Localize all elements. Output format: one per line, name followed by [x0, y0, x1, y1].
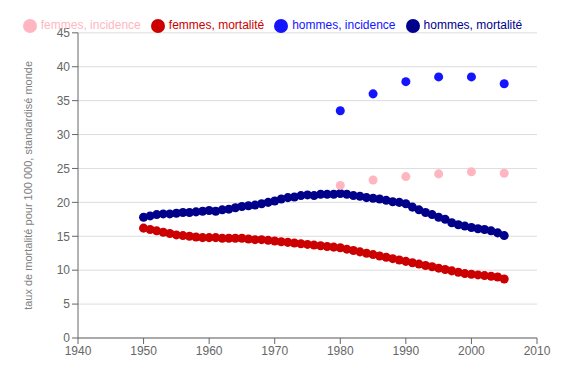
svg-text:15: 15	[57, 230, 71, 244]
svg-text:1940: 1940	[65, 344, 92, 358]
svg-text:1950: 1950	[130, 344, 157, 358]
svg-text:40: 40	[57, 60, 71, 74]
svg-text:30: 30	[57, 128, 71, 142]
svg-text:35: 35	[57, 94, 71, 108]
svg-text:1960: 1960	[196, 344, 223, 358]
svg-text:5: 5	[63, 297, 70, 311]
svg-text:45: 45	[57, 26, 71, 40]
svg-text:25: 25	[57, 162, 71, 176]
svg-text:0: 0	[63, 331, 70, 345]
svg-text:taux de mortalité pour 100 000: taux de mortalité pour 100 000, standard…	[22, 61, 34, 310]
svg-text:1970: 1970	[261, 344, 288, 358]
svg-text:2010: 2010	[524, 344, 551, 358]
svg-text:2000: 2000	[458, 344, 485, 358]
svg-text:1990: 1990	[393, 344, 420, 358]
svg-text:1980: 1980	[327, 344, 354, 358]
svg-text:20: 20	[57, 196, 71, 210]
svg-text:10: 10	[57, 263, 71, 277]
